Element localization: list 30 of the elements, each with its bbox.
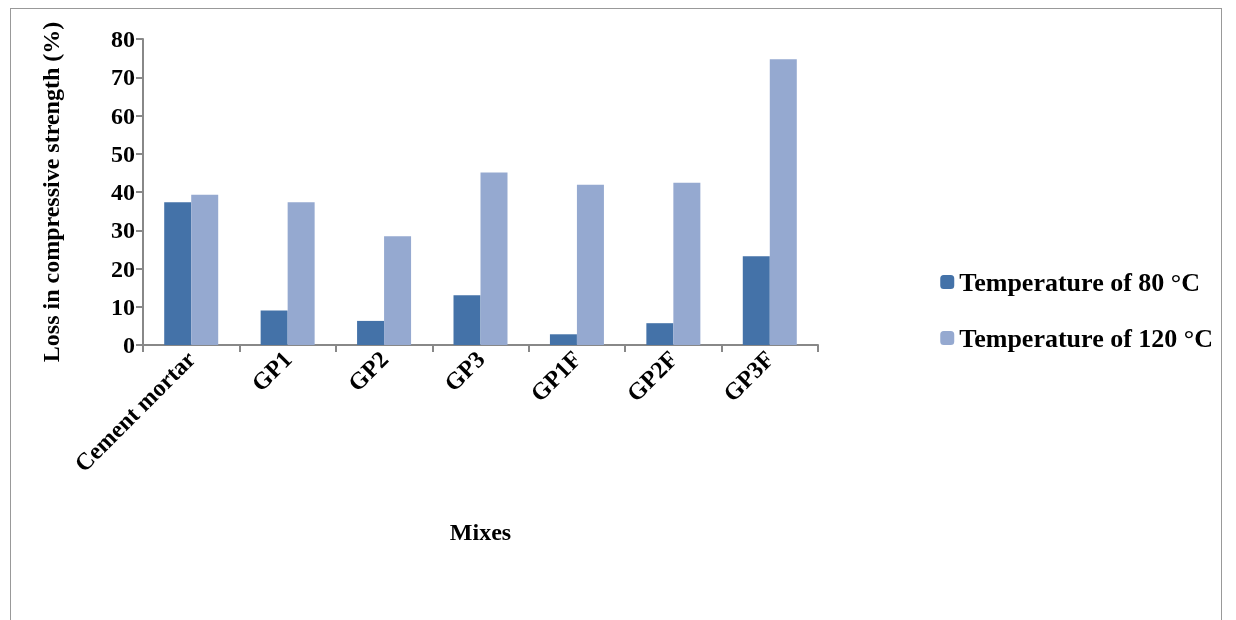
- bar: [549, 334, 577, 345]
- y-tick-label: 50: [111, 140, 135, 167]
- bar: [480, 172, 508, 345]
- y-tick-label: 70: [111, 64, 135, 91]
- bar: [191, 194, 219, 345]
- bar: [576, 184, 604, 345]
- y-tick-label: 0: [123, 332, 135, 358]
- x-tick-label: GP3: [439, 345, 490, 397]
- bar: [384, 236, 412, 345]
- bar: [260, 310, 288, 345]
- bar: [673, 182, 701, 345]
- bar: [357, 320, 385, 345]
- legend-label: Temperature of 80 °C: [959, 267, 1201, 297]
- bar: [453, 295, 481, 345]
- bar: [769, 59, 797, 345]
- y-tick-label: 40: [111, 179, 135, 205]
- x-axis-title: Mixes: [449, 519, 512, 545]
- x-tick-label: GP1: [246, 345, 297, 397]
- x-tick-label: GP2: [342, 345, 394, 397]
- y-tick-label: 20: [111, 255, 135, 282]
- y-tick-label: 30: [111, 217, 135, 244]
- y-tick-label: 80: [111, 26, 135, 52]
- bar: [742, 256, 770, 345]
- legend-label: Temperature of 120 °C: [959, 323, 1214, 353]
- bar: [287, 202, 315, 345]
- y-tick-label: 60: [111, 102, 135, 129]
- y-axis-title: Loss in compressive strength (%): [38, 21, 64, 363]
- bar: [646, 323, 674, 345]
- bar: [164, 202, 192, 345]
- y-tick-label: 10: [111, 293, 135, 320]
